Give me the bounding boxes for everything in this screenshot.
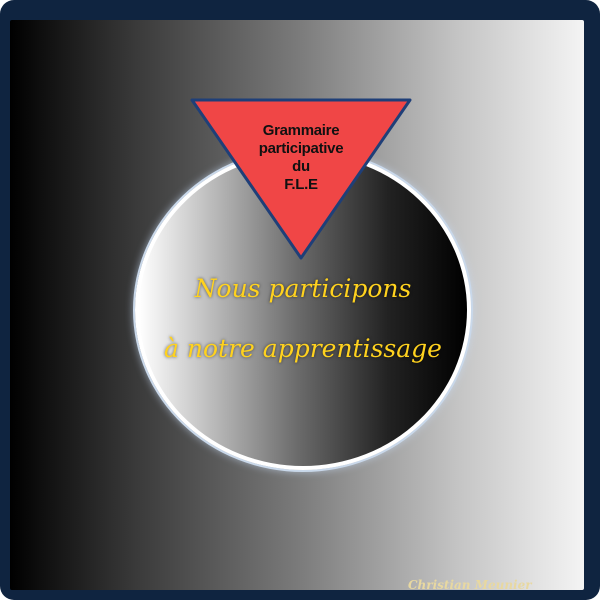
badge-line-4: F.L.E xyxy=(284,176,318,193)
slogan-line-2: à notre apprentissage xyxy=(164,334,442,363)
badge-triangle-shape xyxy=(190,98,412,260)
badge-line-2: participative xyxy=(258,140,344,157)
badge-triangle xyxy=(190,98,412,260)
badge-line-3: du xyxy=(292,158,310,175)
author-signature: Christian Meunier xyxy=(408,578,532,592)
slogan-line-1: Nous participons xyxy=(194,274,412,303)
badge-line-1: Grammaire xyxy=(262,122,340,139)
badge-text: Grammaire participative du F.L.E xyxy=(236,122,366,194)
